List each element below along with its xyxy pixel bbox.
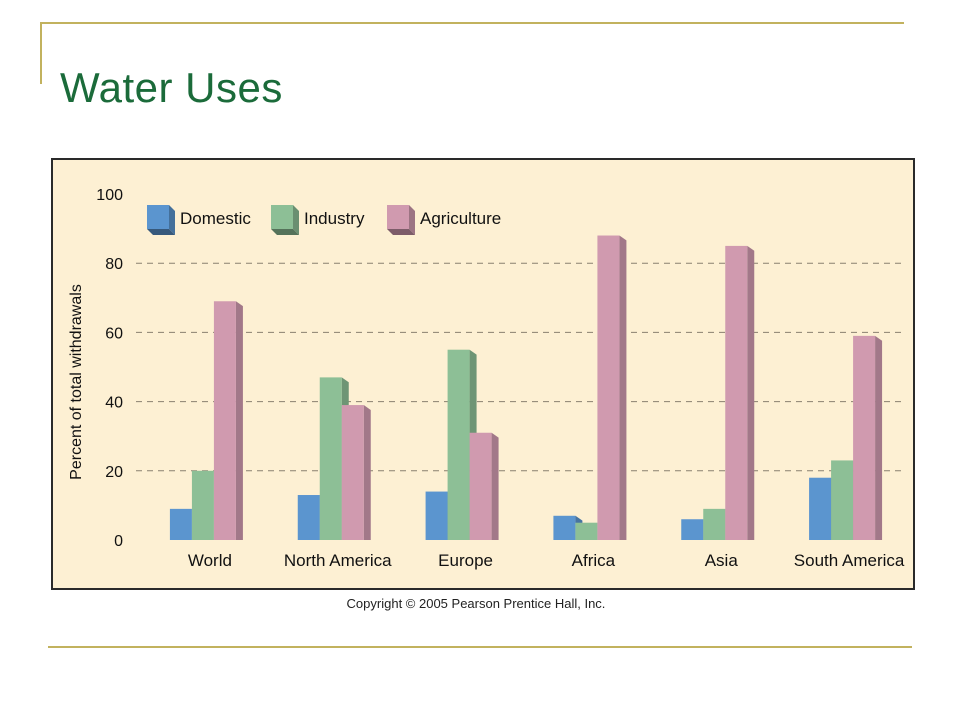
legend: Domestic Industry Agriculture	[147, 205, 501, 235]
bar-front	[169, 508, 192, 540]
bar-side	[619, 235, 627, 540]
legend-label: Agriculture	[420, 209, 501, 228]
x-tick-label: North America	[284, 551, 392, 570]
y-tick-label: 0	[114, 533, 123, 550]
gridlines	[136, 262, 903, 472]
bar-agriculture-south-america	[853, 335, 883, 540]
bar-front	[319, 377, 342, 540]
bar-agriculture-europe	[469, 432, 499, 540]
x-axis-ticks: World North America Europe Africa Asia South …	[188, 551, 905, 570]
bar-front	[191, 470, 214, 540]
y-tick-label: 80	[105, 256, 123, 273]
bar-agriculture-north-america	[341, 405, 371, 540]
y-tick-label: 60	[105, 325, 123, 342]
bar-front	[681, 519, 704, 540]
legend-swatch-bottom	[147, 229, 175, 235]
y-axis-ticks: 0 20 40 60 80 100	[96, 187, 123, 550]
x-tick-label: Europe	[438, 551, 493, 570]
bar-side	[875, 335, 883, 540]
legend-item-agriculture: Agriculture	[387, 205, 501, 235]
bar-side	[491, 432, 499, 540]
bar-front	[297, 495, 320, 540]
y-tick-label: 20	[105, 464, 123, 481]
legend-swatch-bottom	[387, 229, 415, 235]
top-accent-line	[40, 22, 904, 24]
legend-swatch	[147, 205, 169, 229]
legend-swatch-side	[169, 205, 175, 235]
bottom-accent-line	[48, 646, 912, 648]
legend-swatch	[271, 205, 293, 229]
copyright-notice: Copyright © 2005 Pearson Prentice Hall, …	[346, 596, 606, 611]
bar-front	[703, 508, 726, 540]
bar-front	[853, 335, 876, 540]
bar-front	[213, 301, 236, 540]
bar-front	[469, 432, 492, 540]
legend-label: Domestic	[180, 209, 251, 228]
legend-swatch-side	[293, 205, 299, 235]
y-tick-label: 100	[96, 187, 123, 204]
x-tick-label: South America	[794, 551, 905, 570]
bar-front	[809, 477, 832, 540]
x-tick-label: Africa	[572, 551, 616, 570]
bar-front	[725, 245, 748, 540]
legend-label: Industry	[304, 209, 365, 228]
y-tick-label: 40	[105, 395, 123, 412]
bar-front	[597, 235, 620, 540]
bar-side	[363, 405, 371, 540]
bar-side	[747, 245, 755, 540]
x-tick-label: World	[188, 551, 232, 570]
bar-agriculture-asia	[725, 245, 755, 540]
legend-swatch	[387, 205, 409, 229]
bar-front	[575, 522, 598, 540]
bar-front	[553, 515, 576, 540]
bar-agriculture-world	[213, 301, 243, 540]
bar-chart: 0 20 40 60 80 100 Percent of total withdrawal…	[68, 187, 905, 570]
bar-side	[235, 301, 243, 540]
bars	[169, 235, 883, 540]
legend-item-industry: Industry	[271, 205, 365, 235]
left-accent-line	[40, 22, 42, 84]
bar-front	[425, 491, 448, 540]
chart-panel: 0 20 40 60 80 100 Percent of total withdrawal…	[51, 158, 915, 590]
bar-agriculture-africa	[597, 235, 627, 540]
bar-front	[341, 405, 364, 540]
slide-title: Water Uses	[60, 64, 283, 111]
legend-swatch-bottom	[271, 229, 299, 235]
legend-swatch-side	[409, 205, 415, 235]
bar-front	[831, 460, 854, 540]
legend-item-domestic: Domestic	[147, 205, 251, 235]
x-tick-label: Asia	[705, 551, 739, 570]
y-axis-label: Percent of total withdrawals	[68, 284, 85, 480]
bar-front	[447, 349, 470, 540]
